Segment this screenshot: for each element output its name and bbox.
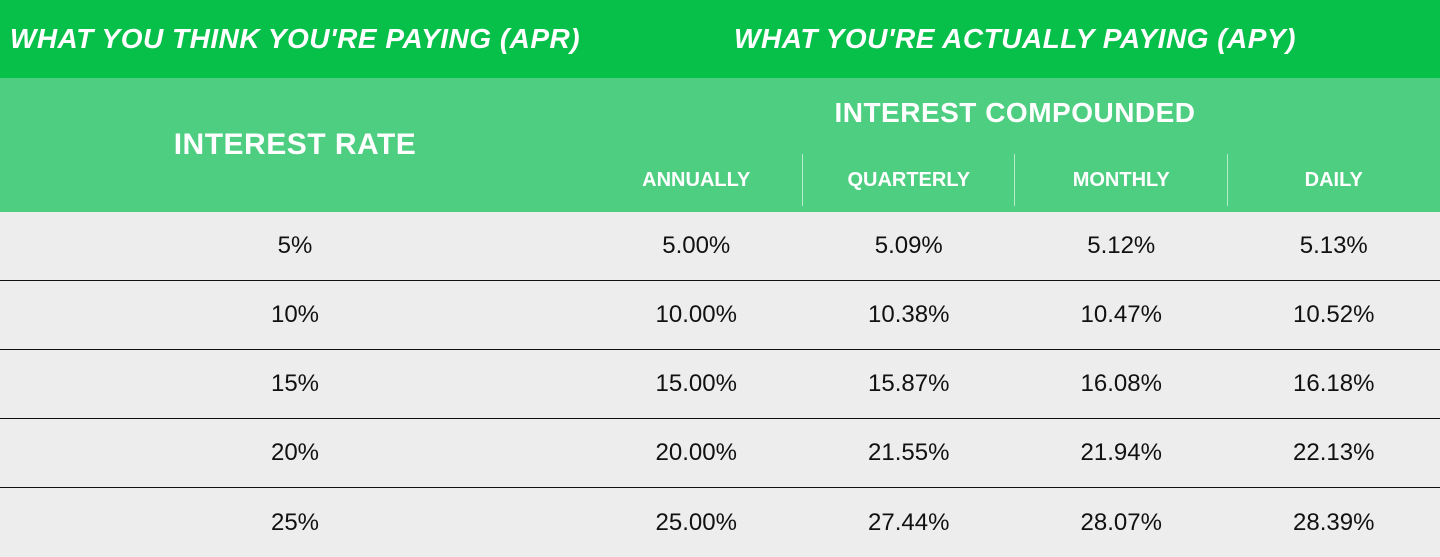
freq-daily: DAILY xyxy=(1228,148,1440,212)
value-cell: 5.09% xyxy=(803,232,1016,260)
value-cell: 25.00% xyxy=(590,509,803,537)
value-cell: 22.13% xyxy=(1228,439,1440,467)
apr-vs-apy-table: WHAT YOU THINK YOU'RE PAYING (APR) WHAT … xyxy=(0,0,1440,557)
table-body: 5% 5.00% 5.09% 5.12% 5.13% 10% 10.00% 10… xyxy=(0,212,1440,557)
value-cell: 21.55% xyxy=(803,439,1016,467)
table-row: 5% 5.00% 5.09% 5.12% 5.13% xyxy=(0,212,1440,281)
value-cell: 20.00% xyxy=(590,439,803,467)
value-cell: 10.00% xyxy=(590,301,803,329)
table-row: 20% 20.00% 21.55% 21.94% 22.13% xyxy=(0,419,1440,488)
table-row: 25% 25.00% 27.44% 28.07% 28.39% xyxy=(0,488,1440,557)
rate-cell: 10% xyxy=(0,301,590,329)
value-cell: 28.07% xyxy=(1015,509,1228,537)
value-cell: 16.18% xyxy=(1228,370,1440,398)
value-cell: 10.38% xyxy=(803,301,1016,329)
frequency-header-row: ANNUALLY QUARTERLY MONTHLY DAILY xyxy=(590,148,1440,212)
value-cell: 28.39% xyxy=(1228,509,1440,537)
rate-cell: 20% xyxy=(0,439,590,467)
value-cell: 27.44% xyxy=(803,509,1016,537)
banner-right-title: WHAT YOU'RE ACTUALLY PAYING (APY) xyxy=(590,0,1440,78)
value-cell: 10.47% xyxy=(1015,301,1228,329)
value-cell: 15.00% xyxy=(590,370,803,398)
value-cell: 15.87% xyxy=(803,370,1016,398)
value-cell: 5.13% xyxy=(1228,232,1440,260)
interest-rate-header: INTEREST RATE xyxy=(0,78,590,212)
compounded-header-group: INTEREST COMPOUNDED ANNUALLY QUARTERLY M… xyxy=(590,78,1440,212)
freq-monthly: MONTHLY xyxy=(1015,148,1228,212)
value-cell: 10.52% xyxy=(1228,301,1440,329)
subheader: INTEREST RATE INTEREST COMPOUNDED ANNUAL… xyxy=(0,78,1440,212)
rate-cell: 5% xyxy=(0,232,590,260)
banner-left-title: WHAT YOU THINK YOU'RE PAYING (APR) xyxy=(0,0,590,78)
rate-cell: 25% xyxy=(0,509,590,537)
freq-annually: ANNUALLY xyxy=(590,148,803,212)
freq-quarterly: QUARTERLY xyxy=(803,148,1016,212)
value-cell: 5.12% xyxy=(1015,232,1228,260)
value-cell: 21.94% xyxy=(1015,439,1228,467)
rate-cell: 15% xyxy=(0,370,590,398)
interest-compounded-header: INTEREST COMPOUNDED xyxy=(590,78,1440,148)
table-row: 15% 15.00% 15.87% 16.08% 16.18% xyxy=(0,350,1440,419)
value-cell: 5.00% xyxy=(590,232,803,260)
value-cell: 16.08% xyxy=(1015,370,1228,398)
table-row: 10% 10.00% 10.38% 10.47% 10.52% xyxy=(0,281,1440,350)
banner: WHAT YOU THINK YOU'RE PAYING (APR) WHAT … xyxy=(0,0,1440,78)
